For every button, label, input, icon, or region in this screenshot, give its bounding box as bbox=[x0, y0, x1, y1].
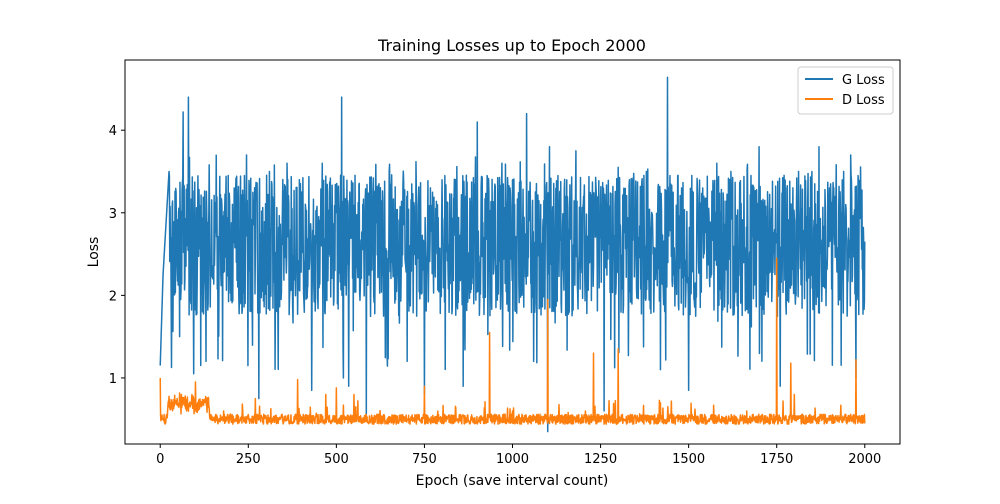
x-tick-label: 1250 bbox=[584, 452, 617, 467]
y-axis-label: Loss bbox=[86, 237, 102, 268]
x-tick-label: 1750 bbox=[760, 452, 793, 467]
series-layer bbox=[159, 76, 866, 433]
x-tick-label: 1000 bbox=[496, 452, 529, 467]
y-tick-label: 3 bbox=[109, 207, 117, 222]
legend-label-g-loss: G Loss bbox=[842, 73, 885, 88]
x-tick-label: 500 bbox=[324, 452, 349, 467]
y-tick-label: 2 bbox=[109, 289, 117, 304]
chart-title: Training Losses up to Epoch 2000 bbox=[377, 36, 646, 55]
y-tick-label: 4 bbox=[109, 124, 117, 139]
legend-label-d-loss: D Loss bbox=[842, 93, 885, 108]
x-tick-label: 2000 bbox=[848, 452, 881, 467]
x-axis: 0 250 500 750 1000 1250 1500 1750 2000 bbox=[156, 444, 881, 467]
x-tick-label: 1500 bbox=[672, 452, 705, 467]
x-axis-label: Epoch (save interval count) bbox=[416, 473, 609, 489]
series-line-g-loss bbox=[159, 76, 866, 433]
y-axis: 1 2 3 4 bbox=[109, 124, 125, 387]
y-tick-label: 1 bbox=[109, 372, 117, 387]
x-tick-label: 250 bbox=[236, 452, 261, 467]
series-line-d-loss bbox=[159, 257, 866, 425]
legend: G Loss D Loss bbox=[797, 66, 894, 115]
x-tick-label: 750 bbox=[412, 452, 437, 467]
x-tick-label: 0 bbox=[156, 452, 164, 467]
